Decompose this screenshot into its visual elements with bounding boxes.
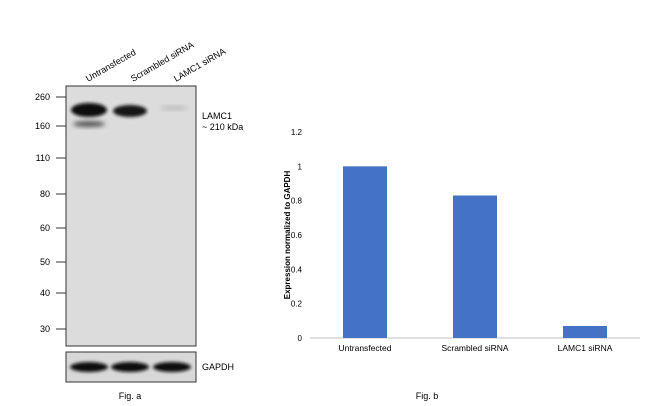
gapdh-band-lamc1 xyxy=(153,362,191,372)
mw-label-30: 30 xyxy=(40,324,50,334)
band-lamc1-faint xyxy=(160,106,188,110)
category-label: Untransfected xyxy=(339,343,392,353)
mw-label-160: 160 xyxy=(35,121,50,131)
bar xyxy=(343,166,387,338)
mw-label-260: 260 xyxy=(35,92,50,102)
bar-chart-panel: Expression normalized to GAPDH 0 0.2 0.4 0.… xyxy=(283,128,640,401)
category-label: LAMC1 siRNA xyxy=(558,343,613,353)
band-scrambled-main xyxy=(113,105,147,117)
target-size: ~ 210 kDa xyxy=(202,122,243,132)
fig-a-caption: Fig. a xyxy=(119,391,142,401)
y-tick-label: 0.4 xyxy=(291,265,303,274)
target-label: LAMC1 xyxy=(202,111,232,121)
mw-label-110: 110 xyxy=(36,153,50,163)
gapdh-label: GAPDH xyxy=(202,362,234,372)
western-blot-panel: Untransfected Scrambled siRNA LAMC1 siRN… xyxy=(35,40,243,401)
band-untransfected-lower xyxy=(73,121,105,127)
gapdh-band-scrambled xyxy=(111,362,149,372)
category-label: Scrambled siRNA xyxy=(441,343,508,353)
gapdh-band-untransfected xyxy=(70,362,108,372)
band-untransfected-main xyxy=(71,103,107,117)
mw-label-40: 40 xyxy=(40,288,50,298)
y-tick-label: 0 xyxy=(298,334,303,343)
y-tick-label: 1 xyxy=(298,162,303,171)
mw-label-80: 80 xyxy=(40,189,50,199)
bars xyxy=(343,166,607,338)
y-axis-title: Expression normalized to GAPDH xyxy=(283,171,292,300)
fig-b-caption: Fig. b xyxy=(416,391,439,401)
mw-label-60: 60 xyxy=(40,223,50,233)
lane-label-untransfected: Untransfected xyxy=(84,47,138,84)
category-labels: Untransfected Scrambled siRNA LAMC1 siRNA xyxy=(339,343,613,353)
bar xyxy=(563,325,607,338)
y-tick-label: 0.6 xyxy=(291,231,303,240)
mw-label-50: 50 xyxy=(40,257,50,267)
mw-markers: 260 160 110 80 60 50 40 30 xyxy=(35,92,66,334)
y-tick-label: 1.2 xyxy=(291,128,303,137)
bar xyxy=(453,195,497,338)
lamc1-bands xyxy=(71,103,188,127)
blot-membrane xyxy=(65,85,197,347)
y-tick-label: 0.8 xyxy=(291,197,303,206)
y-axis-ticks: 0 0.2 0.4 0.6 0.8 1 1.2 xyxy=(291,128,303,343)
y-tick-label: 0.2 xyxy=(291,300,303,309)
